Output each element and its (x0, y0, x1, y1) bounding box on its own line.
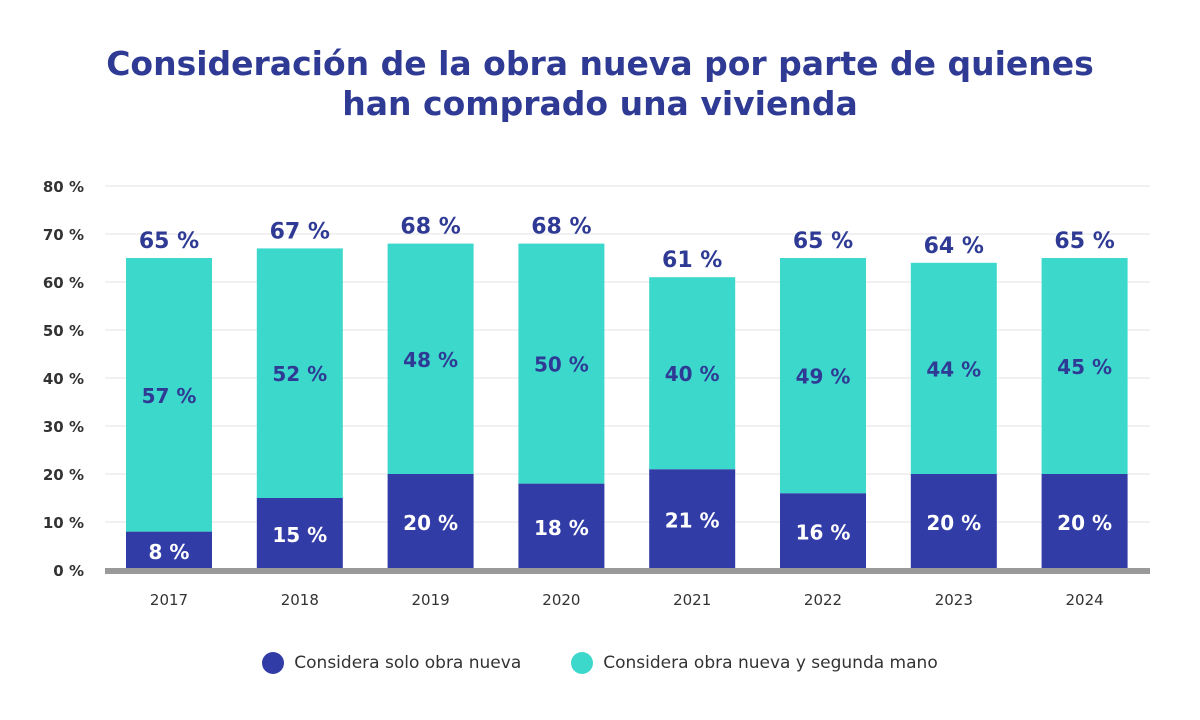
data-label: 49 % (796, 365, 851, 389)
total-label: 68 % (400, 215, 460, 240)
x-axis-line (105, 568, 1150, 574)
bar-segment (910, 474, 997, 570)
total-label: 65 % (139, 229, 199, 254)
y-tick-label: 80 % (43, 178, 84, 196)
bar-segment (387, 243, 474, 474)
legend: Considera solo obra nueva Considera obra… (0, 652, 1200, 674)
data-label: 16 % (796, 521, 851, 545)
data-label: 50 % (534, 353, 589, 377)
x-tick-label: 2021 (673, 591, 711, 609)
x-tick-label: 2023 (935, 591, 973, 609)
legend-item-obra-nueva-y-segunda-mano: Considera obra nueva y segunda mano (571, 652, 938, 674)
bar-segment (649, 277, 736, 470)
bar-segment (256, 498, 343, 570)
y-tick-label: 50 % (43, 322, 84, 340)
bar-segment (1041, 258, 1128, 474)
data-label: 20 % (403, 511, 458, 535)
total-label: 64 % (924, 234, 984, 259)
legend-swatch (262, 652, 285, 674)
data-label: 18 % (534, 516, 589, 540)
bar-segment (910, 262, 997, 474)
y-tick-label: 60 % (43, 274, 84, 292)
legend-item-solo-obra-nueva: Considera solo obra nueva (262, 652, 521, 674)
y-tick-label: 0 % (53, 562, 84, 580)
x-tick-label: 2017 (150, 591, 188, 609)
legend-swatch (571, 652, 594, 674)
data-label: 8 % (149, 540, 190, 564)
y-tick-label: 30 % (43, 418, 84, 436)
bar-segment (780, 493, 866, 570)
bar-segment (126, 531, 212, 570)
y-tick-label: 70 % (43, 226, 84, 244)
bar-segment (649, 469, 736, 570)
total-label: 61 % (662, 248, 722, 273)
data-label: 45 % (1057, 355, 1112, 379)
data-label: 52 % (272, 362, 327, 386)
x-tick-label: 2018 (281, 591, 319, 609)
data-label: 44 % (926, 357, 981, 381)
x-tick-label: 2020 (542, 591, 580, 609)
bar-segment (1041, 474, 1128, 570)
y-tick-label: 10 % (43, 514, 84, 532)
data-label: 57 % (142, 384, 197, 408)
y-tick-label: 40 % (43, 370, 84, 388)
bar-segment (126, 258, 212, 532)
data-label: 20 % (926, 511, 981, 535)
x-tick-label: 2019 (412, 591, 450, 609)
chart-title-line-2: han comprado una vivienda (342, 84, 858, 123)
legend-label: Considera obra nueva y segunda mano (603, 653, 938, 673)
data-label: 40 % (665, 362, 720, 386)
bar-segment (518, 483, 605, 570)
data-label: 20 % (1057, 511, 1112, 535)
chart-title: Consideración de la obra nueva por parte… (0, 44, 1200, 124)
x-tick-label: 2022 (804, 591, 842, 609)
total-label: 65 % (793, 229, 853, 254)
total-label: 65 % (1054, 229, 1114, 254)
bar-segment (518, 243, 605, 484)
bar-segment (387, 474, 474, 570)
data-label: 48 % (403, 348, 458, 372)
x-tick-label: 2024 (1066, 591, 1104, 609)
total-label: 68 % (531, 215, 591, 240)
bar-segment (780, 258, 866, 494)
legend-label: Considera solo obra nueva (294, 653, 522, 673)
bar-segment (256, 248, 343, 498)
total-label: 67 % (270, 219, 330, 244)
data-label: 15 % (272, 523, 327, 547)
y-tick-label: 20 % (43, 466, 84, 484)
data-label: 21 % (665, 509, 720, 533)
chart-title-line-1: Consideración de la obra nueva por parte… (106, 44, 1094, 83)
